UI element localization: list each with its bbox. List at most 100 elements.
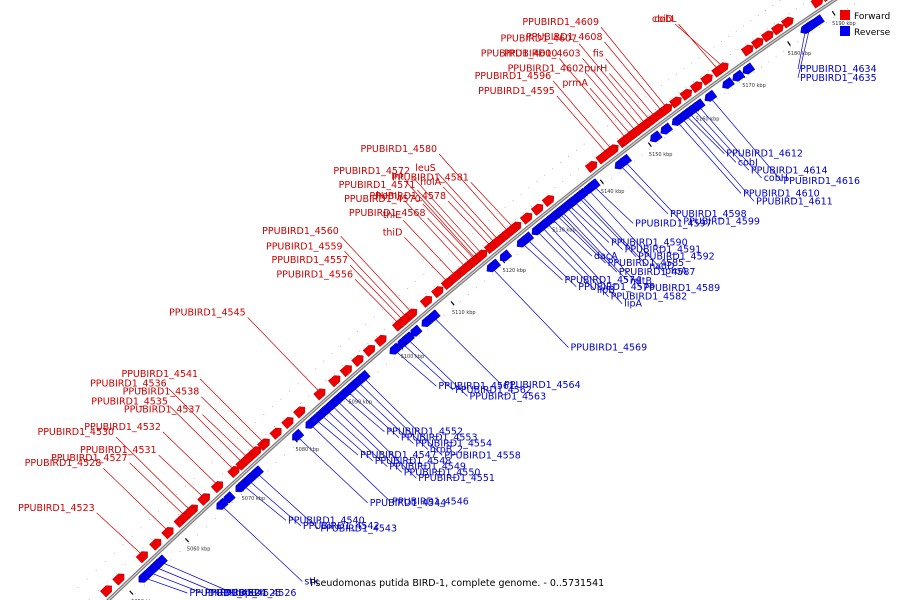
forward-gene[interactable]	[404, 308, 418, 321]
forward-gene[interactable]	[210, 481, 224, 494]
forward-gene[interactable]	[780, 16, 794, 29]
reverse-gene[interactable]	[650, 130, 663, 143]
reverse-gene-label[interactable]: PPUBIRD1_4550	[404, 467, 481, 478]
reverse-gene-label[interactable]: PPUBIRD1_4635	[800, 73, 877, 84]
forward-gene[interactable]	[269, 427, 282, 440]
forward-gene[interactable]	[750, 37, 764, 50]
forward-gene[interactable]	[183, 506, 196, 519]
forward-gene-label[interactable]: PPUBIRD1_4609	[522, 17, 599, 28]
forward-gene[interactable]	[448, 271, 461, 284]
forward-gene-label[interactable]: lnt	[391, 171, 404, 182]
reverse-gene[interactable]	[216, 497, 229, 510]
reverse-gene-label[interactable]: PPUBIRD1_4563	[470, 391, 547, 402]
forward-gene[interactable]	[99, 585, 112, 598]
forward-gene-label[interactable]: PPUBIRD1_4571	[339, 180, 416, 191]
forward-gene-label[interactable]: PPUBIRD1_4541	[121, 369, 198, 380]
reverse-gene[interactable]	[358, 369, 371, 382]
forward-gene-label[interactable]: hemL	[376, 191, 403, 202]
forward-gene-label[interactable]: PPUBIRD1_4600	[481, 49, 558, 60]
forward-gene[interactable]	[374, 334, 387, 347]
forward-gene-label[interactable]: PPUBIRD1_4595	[478, 86, 555, 97]
reverse-gene-label[interactable]: PPUBIRD1_4562	[455, 385, 532, 396]
forward-gene-label[interactable]: PPUBIRD1_4545	[169, 307, 246, 318]
reverse-gene[interactable]	[742, 62, 756, 75]
forward-gene[interactable]	[431, 286, 444, 299]
forward-gene[interactable]	[669, 96, 682, 109]
reverse-gene-label[interactable]: cobJ	[738, 157, 758, 168]
forward-gene[interactable]	[770, 23, 784, 36]
reverse-gene-label[interactable]: PPUBIRD1_4592	[638, 252, 715, 263]
forward-gene-label[interactable]: PPUBIRD1_4523	[18, 503, 95, 514]
reverse-gene-label[interactable]: stk	[304, 577, 319, 588]
reverse-gene[interactable]	[499, 249, 513, 262]
reverse-gene-label[interactable]: PPUBIRD1_4585	[608, 258, 685, 269]
forward-gene[interactable]	[339, 365, 352, 378]
forward-gene-label[interactable]: PPUBIRD1_4531	[80, 445, 157, 456]
forward-gene[interactable]	[293, 406, 306, 419]
forward-gene[interactable]	[419, 295, 433, 308]
reverse-gene[interactable]	[804, 19, 818, 31]
forward-gene-label[interactable]: cbiD	[652, 14, 673, 25]
forward-gene-label[interactable]: PPUBIRD1_4559	[266, 241, 343, 252]
forward-gene-label[interactable]: PPUBIRD1_4535	[91, 396, 168, 407]
reverse-gene-label[interactable]: PPUBIRD1_4526	[220, 588, 297, 599]
forward-gene[interactable]	[474, 249, 488, 262]
reverse-gene-label[interactable]: nadD	[649, 261, 674, 272]
reverse-gene-label[interactable]: hrpB	[235, 588, 257, 599]
reverse-gene-label[interactable]: PPUBIRD1_4554	[415, 439, 492, 450]
reverse-gene[interactable]	[428, 309, 441, 322]
forward-gene[interactable]	[281, 417, 294, 430]
forward-gene[interactable]	[248, 446, 262, 459]
forward-gene[interactable]	[149, 538, 162, 551]
forward-gene[interactable]	[584, 160, 598, 173]
reverse-gene-label[interactable]: PPUBIRD1_4599	[683, 216, 760, 227]
reverse-gene[interactable]	[619, 153, 633, 166]
forward-gene[interactable]	[161, 527, 174, 540]
forward-gene-label[interactable]: PPUBIRD1_4532	[84, 422, 161, 433]
forward-gene-label[interactable]: PPUBIRD1_4578	[369, 191, 446, 202]
reverse-gene-label[interactable]: PPUBIRD1_4546	[392, 497, 469, 508]
reverse-gene-label[interactable]: PPUBIRD1_4576	[578, 282, 655, 293]
forward-gene[interactable]	[679, 88, 693, 101]
forward-gene-label[interactable]: holA	[420, 177, 441, 188]
forward-gene-label[interactable]: PPUBIRD1_4572	[333, 166, 410, 177]
forward-gene-label[interactable]: PPUBIRD1_4568	[349, 208, 426, 219]
reverse-gene-label[interactable]: PPUBIRD1_4582	[611, 292, 688, 303]
forward-gene[interactable]	[659, 103, 673, 116]
reverse-gene[interactable]	[251, 465, 264, 478]
reverse-gene-label[interactable]: dacA	[594, 251, 618, 262]
reverse-gene[interactable]	[486, 260, 500, 273]
reverse-gene-label[interactable]: PPUBIRD1_4590	[611, 238, 688, 249]
reverse-gene-label[interactable]: PPUBIRD1_4549	[389, 462, 466, 473]
forward-gene[interactable]	[541, 195, 555, 208]
forward-gene[interactable]	[740, 44, 754, 57]
forward-gene[interactable]	[313, 388, 326, 401]
reverse-gene-label[interactable]: PPUBIRD1_4524	[189, 588, 266, 599]
forward-gene-label[interactable]: PPUBIRD1_4560	[262, 226, 339, 237]
forward-gene[interactable]	[197, 493, 210, 506]
reverse-gene-label[interactable]: PPUBIRD1_4551	[418, 473, 495, 484]
forward-gene[interactable]	[227, 466, 240, 479]
reverse-gene[interactable]	[722, 76, 735, 89]
reverse-gene[interactable]	[732, 69, 746, 82]
reverse-gene-label[interactable]: hrpB_2	[430, 444, 463, 455]
forward-gene-label[interactable]: PPUBIRD1_4527	[51, 453, 128, 464]
forward-gene[interactable]	[604, 145, 618, 158]
reverse-gene[interactable]	[660, 122, 674, 135]
forward-gene[interactable]	[810, 0, 823, 9]
reverse-gene-label[interactable]: PPUBIRD1_4610	[743, 189, 820, 200]
reverse-gene-label[interactable]: PPUBIRD1_4614	[751, 165, 828, 176]
forward-gene[interactable]	[700, 73, 713, 86]
reverse-gene[interactable]	[155, 554, 168, 567]
forward-gene-label[interactable]: PPUBIRD1_4528	[25, 458, 102, 469]
forward-gene[interactable]	[506, 223, 519, 236]
forward-gene[interactable]	[351, 354, 364, 368]
reverse-gene[interactable]	[692, 98, 706, 111]
reverse-gene-label[interactable]: PPUBIRD1_4547	[360, 450, 437, 461]
forward-gene[interactable]	[257, 438, 270, 451]
reverse-gene-label[interactable]: PPUBIRD1_4561	[438, 381, 515, 392]
reverse-gene-label[interactable]: cobH	[764, 173, 788, 184]
forward-gene[interactable]	[760, 30, 774, 43]
reverse-gene[interactable]	[521, 231, 535, 244]
forward-gene-label[interactable]: PPUBIRD1_4596	[475, 71, 552, 82]
